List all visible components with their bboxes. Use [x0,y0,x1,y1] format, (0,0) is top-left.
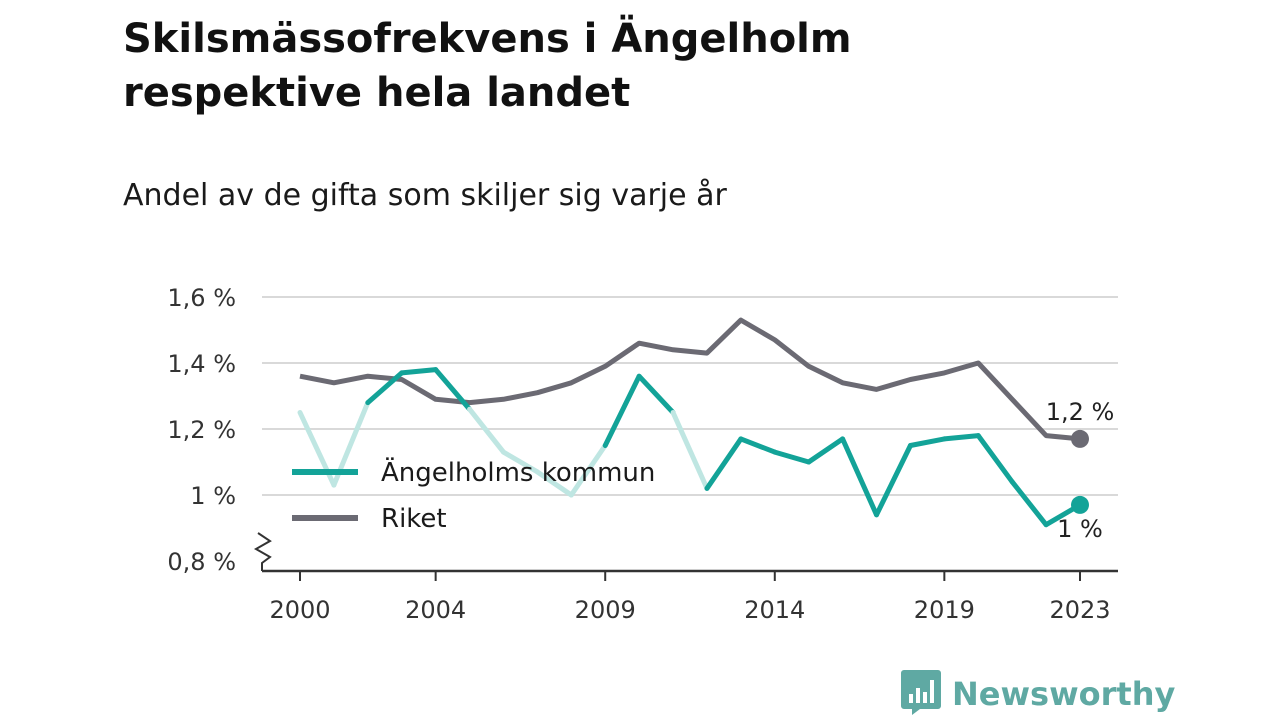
end-label-angelholm: 1 % [1057,515,1103,543]
x-tick-label: 2004 [405,596,466,624]
series-segment-angelholm [772,449,812,465]
series-segment-angelholm [806,436,846,465]
brand: Newsworthy [900,668,1175,720]
series-segment-angelholm [670,410,710,491]
y-tick-label: 0,8 % [167,548,236,576]
series-line-riket [299,317,1081,442]
series-end-point-angelholm [1071,495,1089,514]
x-axis-ticks: 2000 2004 2009 2014 2019 2023 [269,571,1111,624]
y-tick-label: 1,2 % [167,416,236,444]
series-segment-angelholm [840,436,880,518]
y-tick-label: 1 % [190,482,236,510]
series-segment-angelholm [636,373,676,415]
series-segment-angelholm [399,367,439,376]
brand-name: Newsworthy [952,675,1176,713]
legend-label-riket: Riket [381,504,447,534]
series-segment-angelholm [602,373,642,448]
series-segment-angelholm [433,367,473,412]
series-segment-angelholm [874,443,913,518]
series-segment-angelholm [907,436,947,448]
end-labels: 1,2 % 1 % [1046,398,1115,543]
chart-title: Skilsmässofrekvens i Ängelholm respektiv… [123,16,852,116]
series-segment-angelholm [704,436,744,491]
x-tick-label: 2023 [1049,596,1110,624]
series-segment-angelholm [738,436,778,455]
series-segment-angelholm [941,433,981,442]
series-segment-angelholm [568,443,608,498]
y-tick-label: 1,4 % [167,350,236,378]
newsworthy-logo-icon [900,668,942,720]
legend: Ängelholms kommun Riket [292,456,655,534]
end-label-riket: 1,2 % [1046,398,1115,426]
series-segment-angelholm [500,449,540,475]
x-axis [253,532,1118,573]
y-axis-ticks: 0,8 % 1 % 1,2 % 1,4 % 1,6 % [167,284,236,576]
axis-break-mark [253,532,272,571]
chart-subtitle: Andel av de gifta som skiljer sig varje … [123,178,727,213]
series-lines [297,317,1089,528]
series-segment-angelholm [534,469,574,498]
series-segment-angelholm [365,370,405,406]
x-tick-label: 2014 [744,596,805,624]
series-end-point-riket [1071,429,1089,448]
legend-label-angelholm: Ängelholms kommun [381,456,655,488]
y-tick-label: 1,6 % [167,284,236,312]
series-segment-angelholm [467,406,506,455]
series-segment-angelholm [1009,479,1049,528]
x-tick-label: 2009 [575,596,636,624]
x-tick-label: 2000 [269,596,330,624]
series-segment-angelholm [975,433,1015,485]
x-tick-label: 2019 [914,596,975,624]
